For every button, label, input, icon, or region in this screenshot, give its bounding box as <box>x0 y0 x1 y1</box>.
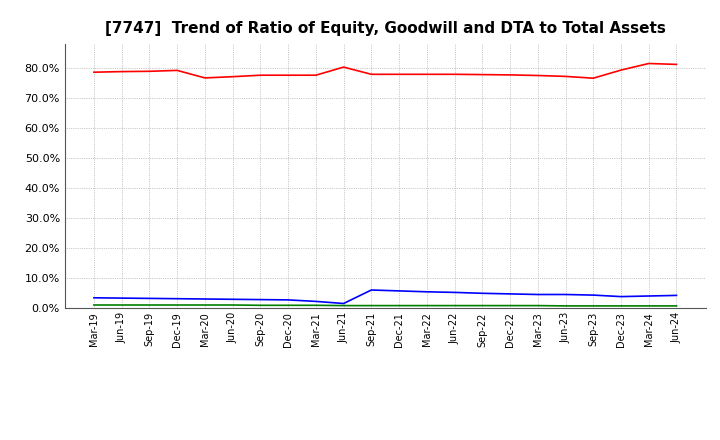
Goodwill <box>423 289 431 294</box>
Equity <box>644 61 653 66</box>
Equity <box>672 62 681 67</box>
Goodwill <box>505 291 514 297</box>
Goodwill <box>339 301 348 306</box>
Equity <box>201 75 210 81</box>
Deferred Tax Assets <box>505 303 514 308</box>
Goodwill <box>478 291 487 296</box>
Line: Equity: Equity <box>94 63 677 78</box>
Goodwill <box>644 293 653 299</box>
Equity <box>284 73 292 78</box>
Goodwill <box>312 299 320 304</box>
Line: Goodwill: Goodwill <box>94 290 677 304</box>
Deferred Tax Assets <box>312 303 320 308</box>
Deferred Tax Assets <box>450 303 459 308</box>
Equity <box>534 73 542 78</box>
Equity <box>505 72 514 77</box>
Deferred Tax Assets <box>423 303 431 308</box>
Goodwill <box>173 296 181 301</box>
Deferred Tax Assets <box>228 302 237 308</box>
Goodwill <box>450 290 459 295</box>
Deferred Tax Assets <box>534 303 542 308</box>
Goodwill <box>561 292 570 297</box>
Equity <box>312 73 320 78</box>
Deferred Tax Assets <box>117 302 126 308</box>
Equity <box>395 72 403 77</box>
Goodwill <box>672 293 681 298</box>
Goodwill <box>228 297 237 302</box>
Goodwill <box>145 296 154 301</box>
Equity <box>367 72 376 77</box>
Equity <box>423 72 431 77</box>
Goodwill <box>89 295 98 301</box>
Goodwill <box>256 297 265 302</box>
Equity <box>89 70 98 75</box>
Equity <box>117 69 126 74</box>
Goodwill <box>117 296 126 301</box>
Deferred Tax Assets <box>644 303 653 308</box>
Deferred Tax Assets <box>616 303 625 308</box>
Deferred Tax Assets <box>173 302 181 308</box>
Equity <box>589 76 598 81</box>
Goodwill <box>616 294 625 299</box>
Equity <box>339 64 348 70</box>
Equity <box>478 72 487 77</box>
Line: Deferred Tax Assets: Deferred Tax Assets <box>94 305 677 306</box>
Deferred Tax Assets <box>561 303 570 308</box>
Deferred Tax Assets <box>284 303 292 308</box>
Deferred Tax Assets <box>672 303 681 308</box>
Deferred Tax Assets <box>339 303 348 308</box>
Goodwill <box>367 287 376 293</box>
Deferred Tax Assets <box>89 302 98 308</box>
Deferred Tax Assets <box>478 303 487 308</box>
Title: [7747]  Trend of Ratio of Equity, Goodwill and DTA to Total Assets: [7747] Trend of Ratio of Equity, Goodwil… <box>105 21 665 36</box>
Goodwill <box>589 293 598 298</box>
Equity <box>228 74 237 79</box>
Goodwill <box>395 288 403 293</box>
Deferred Tax Assets <box>589 303 598 308</box>
Equity <box>616 67 625 73</box>
Equity <box>173 68 181 73</box>
Equity <box>450 72 459 77</box>
Goodwill <box>201 297 210 302</box>
Equity <box>145 69 154 74</box>
Deferred Tax Assets <box>145 302 154 308</box>
Deferred Tax Assets <box>395 303 403 308</box>
Deferred Tax Assets <box>367 303 376 308</box>
Deferred Tax Assets <box>201 302 210 308</box>
Goodwill <box>534 292 542 297</box>
Equity <box>256 73 265 78</box>
Equity <box>561 74 570 79</box>
Deferred Tax Assets <box>256 303 265 308</box>
Goodwill <box>284 297 292 303</box>
